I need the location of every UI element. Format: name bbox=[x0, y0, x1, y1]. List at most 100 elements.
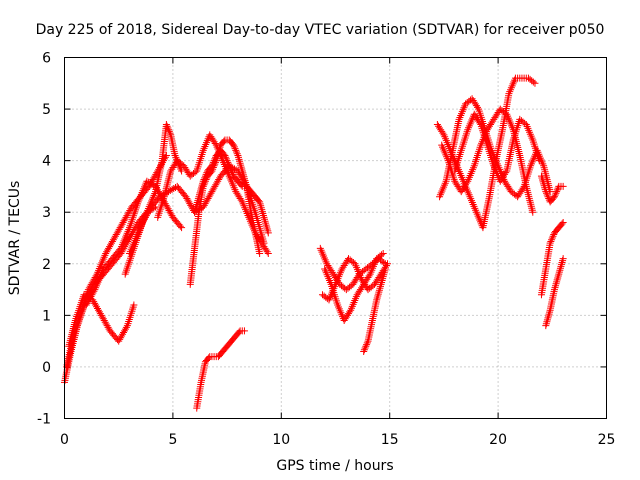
data-point bbox=[199, 177, 207, 185]
data-point bbox=[232, 146, 240, 154]
data-point bbox=[130, 301, 138, 309]
data-point bbox=[209, 160, 217, 168]
data-point bbox=[375, 288, 383, 296]
data-point bbox=[205, 354, 213, 362]
data-point bbox=[543, 318, 551, 326]
data-point bbox=[263, 223, 271, 231]
data-point bbox=[547, 237, 555, 245]
data-point bbox=[553, 188, 561, 196]
data-point bbox=[207, 163, 215, 171]
data-point bbox=[237, 181, 245, 189]
data-point bbox=[235, 155, 243, 163]
y-tick-label: 1 bbox=[42, 308, 51, 324]
data-point bbox=[201, 174, 209, 182]
data-point bbox=[208, 162, 216, 170]
data-point bbox=[384, 260, 392, 268]
data-point bbox=[259, 210, 267, 218]
gridlines bbox=[64, 57, 607, 419]
data-point bbox=[553, 276, 561, 284]
y-tick-label: 6 bbox=[42, 51, 51, 67]
data-point bbox=[264, 249, 272, 257]
data-point bbox=[162, 151, 170, 159]
series-track-d bbox=[82, 177, 186, 309]
data-point bbox=[212, 153, 220, 161]
data-point bbox=[255, 197, 263, 205]
data-point bbox=[554, 274, 562, 282]
data-point bbox=[361, 344, 369, 352]
series-track-u bbox=[542, 255, 567, 330]
data-point bbox=[529, 208, 537, 216]
plot-frame bbox=[64, 57, 607, 419]
data-point bbox=[226, 164, 234, 172]
data-point bbox=[549, 194, 557, 202]
data-point bbox=[381, 265, 389, 273]
data-point bbox=[229, 170, 237, 178]
data-point bbox=[559, 257, 567, 265]
data-point bbox=[202, 170, 210, 178]
data-point bbox=[232, 148, 240, 156]
data-point bbox=[553, 278, 561, 286]
data-point bbox=[228, 169, 236, 177]
data-point bbox=[257, 204, 265, 212]
data-point bbox=[555, 270, 563, 278]
series-track-j bbox=[193, 327, 248, 412]
data-point bbox=[529, 78, 537, 86]
data-point bbox=[222, 153, 230, 161]
data-point bbox=[258, 206, 266, 214]
data-point bbox=[229, 140, 237, 148]
data-point bbox=[360, 347, 368, 355]
data-point bbox=[378, 251, 386, 259]
data-point bbox=[376, 282, 384, 290]
data-point bbox=[557, 262, 565, 270]
data-point bbox=[363, 341, 371, 349]
data-point bbox=[552, 282, 560, 290]
data-point bbox=[363, 339, 371, 347]
data-point bbox=[382, 262, 390, 270]
y-axis-title: SDTVAR / TECUs bbox=[7, 181, 23, 296]
x-tick-label: 10 bbox=[272, 432, 290, 448]
data-point bbox=[223, 157, 231, 165]
data-point bbox=[362, 342, 370, 350]
data-point bbox=[542, 320, 550, 328]
data-point bbox=[542, 322, 550, 330]
data-point bbox=[236, 159, 244, 167]
data-point bbox=[260, 215, 268, 223]
data-point bbox=[554, 184, 562, 192]
data-point bbox=[360, 346, 368, 354]
x-axis-title: GPS time / hours bbox=[276, 458, 393, 474]
x-tick-label: 5 bbox=[168, 432, 177, 448]
data-point bbox=[236, 157, 244, 165]
data-point bbox=[220, 150, 228, 158]
data-point bbox=[201, 172, 209, 180]
series-track-o bbox=[433, 74, 539, 232]
data-point bbox=[162, 121, 170, 129]
chart-title: Day 225 of 2018, Sidereal Day-to-day VTE… bbox=[36, 22, 605, 38]
data-point bbox=[264, 229, 272, 237]
data-point bbox=[227, 165, 235, 173]
data-point bbox=[543, 316, 551, 324]
series-track-n bbox=[360, 265, 389, 355]
data-point bbox=[200, 176, 208, 184]
data-point bbox=[546, 239, 554, 247]
data-point bbox=[556, 266, 564, 274]
data-point bbox=[225, 162, 233, 170]
series-track-s bbox=[537, 172, 567, 206]
data-point bbox=[210, 157, 218, 165]
data-point bbox=[550, 193, 558, 201]
y-tick-label: 4 bbox=[42, 154, 51, 170]
data-point bbox=[551, 284, 559, 292]
data-point bbox=[543, 191, 551, 199]
series-track-g bbox=[154, 131, 272, 257]
data-point bbox=[546, 308, 554, 316]
x-tick-labels: 0 5 10 15 20 25 bbox=[60, 432, 615, 448]
data-point bbox=[237, 196, 245, 204]
data-point bbox=[258, 208, 266, 216]
data-point bbox=[163, 122, 171, 130]
data-point bbox=[554, 272, 562, 280]
y-tick-label: -1 bbox=[37, 412, 51, 428]
data-point bbox=[256, 249, 264, 257]
data-point bbox=[365, 272, 373, 280]
data-point bbox=[262, 221, 270, 229]
data-point bbox=[122, 323, 130, 331]
